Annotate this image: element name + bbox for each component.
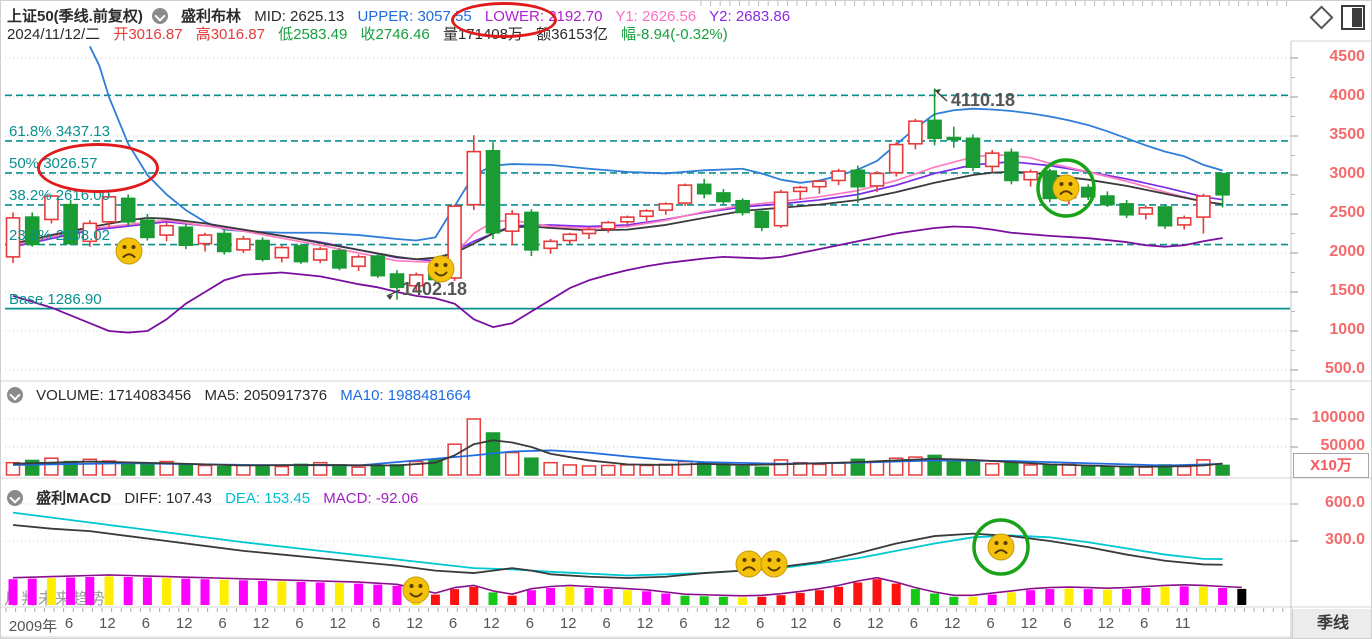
indicator-name: 盛利布林: [181, 8, 242, 25]
y1-value: Y1: 2626.56: [615, 8, 697, 25]
quote-open: 开3016.87: [113, 26, 183, 43]
happy-face-marker: [402, 576, 430, 604]
quote-header: 2024/11/12/二 开3016.87 高3016.87 低2583.49 …: [7, 23, 737, 44]
boll-upper-value: UPPER: 3057.55: [357, 8, 472, 25]
quote-change: 幅-8.94(-0.32%): [621, 26, 728, 43]
volume-header: VOLUME: 1714083456 MA5: 2050917376 MA10:…: [7, 387, 480, 404]
green-circle-annotation: [972, 518, 1030, 576]
quote-low: 低2583.49: [278, 26, 348, 43]
chevron-down-icon[interactable]: [151, 8, 168, 24]
sad-face-marker: [735, 550, 763, 578]
volume-value: VOLUME: 1714083456: [36, 387, 192, 404]
price-annotation: 4110.18: [951, 90, 1015, 110]
overlay-lines: [12, 45, 1223, 334]
macd-layer: [8, 511, 1247, 605]
sad-face-marker: [1052, 174, 1080, 202]
macd-chevron-down-icon[interactable]: [7, 490, 23, 506]
macd-value: MACD: -92.06: [323, 490, 419, 507]
macd-diff-value: DIFF: 107.43: [124, 490, 212, 507]
split-pane-icon[interactable]: [1341, 5, 1365, 30]
candles-layer: [5, 88, 1230, 300]
y2-value: Y2: 2683.86: [709, 8, 791, 25]
quote-date: 2024/11/12/二: [7, 26, 101, 43]
green-circle-annotation: [1036, 158, 1096, 218]
volume-unit-label: X10万: [1293, 453, 1369, 478]
macd-indicator-name: 盛利MACD: [36, 490, 112, 507]
macd-header: 盛利MACD DIFF: 107.43 DEA: 153.45 MACD: -9…: [7, 487, 427, 508]
quote-high: 高3016.87: [195, 26, 265, 43]
happy-face-marker: [760, 550, 788, 578]
annotations-layer: 4110.18 1402.18: [115, 89, 1096, 604]
volume-layer: [5, 418, 1230, 476]
symbol-title: 上证50(季线.前复权): [7, 8, 143, 25]
volume-chevron-down-icon[interactable]: [7, 387, 23, 403]
main-header: 上证50(季线.前复权) 盛利布林 MID: 2625.13 UPPER: 30…: [7, 5, 799, 26]
quote-close: 收2746.46: [360, 26, 430, 43]
split-pane-icon-bar: [1352, 8, 1362, 27]
sad-face-marker: [987, 533, 1015, 561]
volume-ma10: MA10: 1988481664: [340, 387, 472, 404]
quote-volume: 量171408万: [442, 26, 523, 43]
price-annotation: 1402.18: [402, 279, 467, 299]
boll-lower-value: LOWER: 2192.70: [484, 8, 603, 25]
boll-mid-value: MID: 2625.13: [254, 8, 345, 25]
sad-face-marker: [115, 237, 143, 265]
volume-ma5: MA5: 2050917376: [204, 387, 328, 404]
quote-amount: 额36153亿: [536, 26, 608, 43]
macd-dea-value: DEA: 153.45: [225, 490, 311, 507]
period-selector[interactable]: 季线: [1292, 609, 1371, 638]
happy-face-marker: [427, 255, 455, 283]
